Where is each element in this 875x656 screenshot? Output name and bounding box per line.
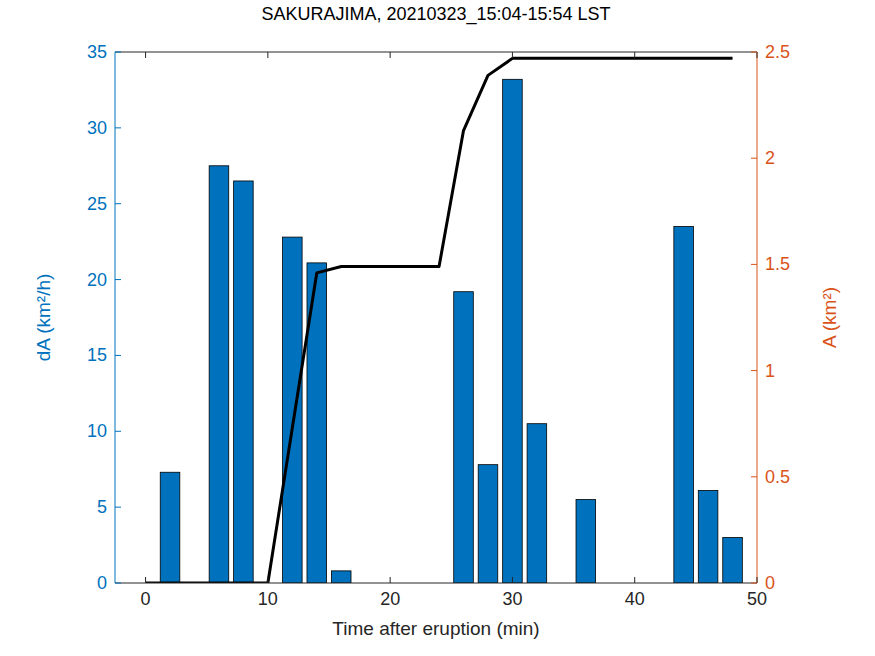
chart: 010203040500510152025303500.511.522.5SAK… <box>0 0 875 656</box>
y2-label: A (km²) <box>819 287 840 348</box>
x-tick-label: 0 <box>141 589 151 609</box>
y2-tick <box>751 264 757 265</box>
x-tick-label: 50 <box>747 589 767 609</box>
marks <box>146 58 743 583</box>
bar <box>674 226 694 583</box>
x-tick <box>634 577 635 583</box>
bar <box>209 166 229 583</box>
bar <box>503 79 523 583</box>
x-tick-top <box>757 52 758 58</box>
y2-tick-label: 0.5 <box>765 467 790 487</box>
frame-top <box>115 52 757 53</box>
x-tick-label: 20 <box>380 589 400 609</box>
y-tick <box>115 431 121 432</box>
x-tick <box>267 577 268 583</box>
x-tick-label: 30 <box>502 589 522 609</box>
bar <box>698 490 718 583</box>
y2-tick <box>751 476 757 477</box>
x-tick-label: 10 <box>258 589 278 609</box>
bar <box>478 465 498 583</box>
y-tick <box>115 52 121 53</box>
y-tick <box>115 203 121 204</box>
x-axis <box>115 583 757 584</box>
x-tick <box>512 577 513 583</box>
y2-tick-label: 1 <box>765 361 775 381</box>
x-tick <box>145 577 146 583</box>
x-tick <box>757 577 758 583</box>
bar <box>454 292 474 583</box>
y-tick-label: 30 <box>87 118 107 138</box>
y-tick <box>115 127 121 128</box>
line <box>146 58 733 583</box>
x-label: Time after eruption (min) <box>332 618 539 639</box>
x-tick <box>390 577 391 583</box>
x-tick-label: 40 <box>625 589 645 609</box>
y2-tick <box>751 158 757 159</box>
x-tick-top <box>267 52 268 58</box>
bar <box>527 424 547 583</box>
y-tick <box>115 583 121 584</box>
y-tick-label: 20 <box>87 270 107 290</box>
y2-tick <box>751 52 757 53</box>
y2-tick-label: 1.5 <box>765 254 790 274</box>
x-tick-top <box>634 52 635 58</box>
y2-tick-label: 2.5 <box>765 42 790 62</box>
bar <box>723 537 743 583</box>
y-tick-label: 10 <box>87 421 107 441</box>
y-tick-label: 25 <box>87 194 107 214</box>
x-tick-top <box>390 52 391 58</box>
y-tick <box>115 355 121 356</box>
plot-bg <box>115 52 757 583</box>
y2-tick <box>751 370 757 371</box>
y-tick <box>115 507 121 508</box>
bar <box>331 571 351 583</box>
y-tick-label: 35 <box>87 42 107 62</box>
bar <box>576 500 596 583</box>
x-tick-top <box>145 52 146 58</box>
y-label: dA (km²/h) <box>33 274 54 362</box>
bar <box>234 181 254 583</box>
y-tick-label: 0 <box>97 573 107 593</box>
bar <box>160 472 180 583</box>
y-tick-label: 15 <box>87 345 107 365</box>
y2-tick-label: 0 <box>765 573 775 593</box>
y-axis <box>115 52 116 583</box>
x-tick-top <box>512 52 513 58</box>
y-tick <box>115 279 121 280</box>
y-tick-label: 5 <box>97 497 107 517</box>
title: SAKURAJIMA, 20210323_15:04-15:54 LST <box>261 4 610 25</box>
y2-axis <box>757 52 758 583</box>
bar <box>283 237 303 583</box>
y2-tick-label: 2 <box>765 148 775 168</box>
y2-tick <box>751 583 757 584</box>
